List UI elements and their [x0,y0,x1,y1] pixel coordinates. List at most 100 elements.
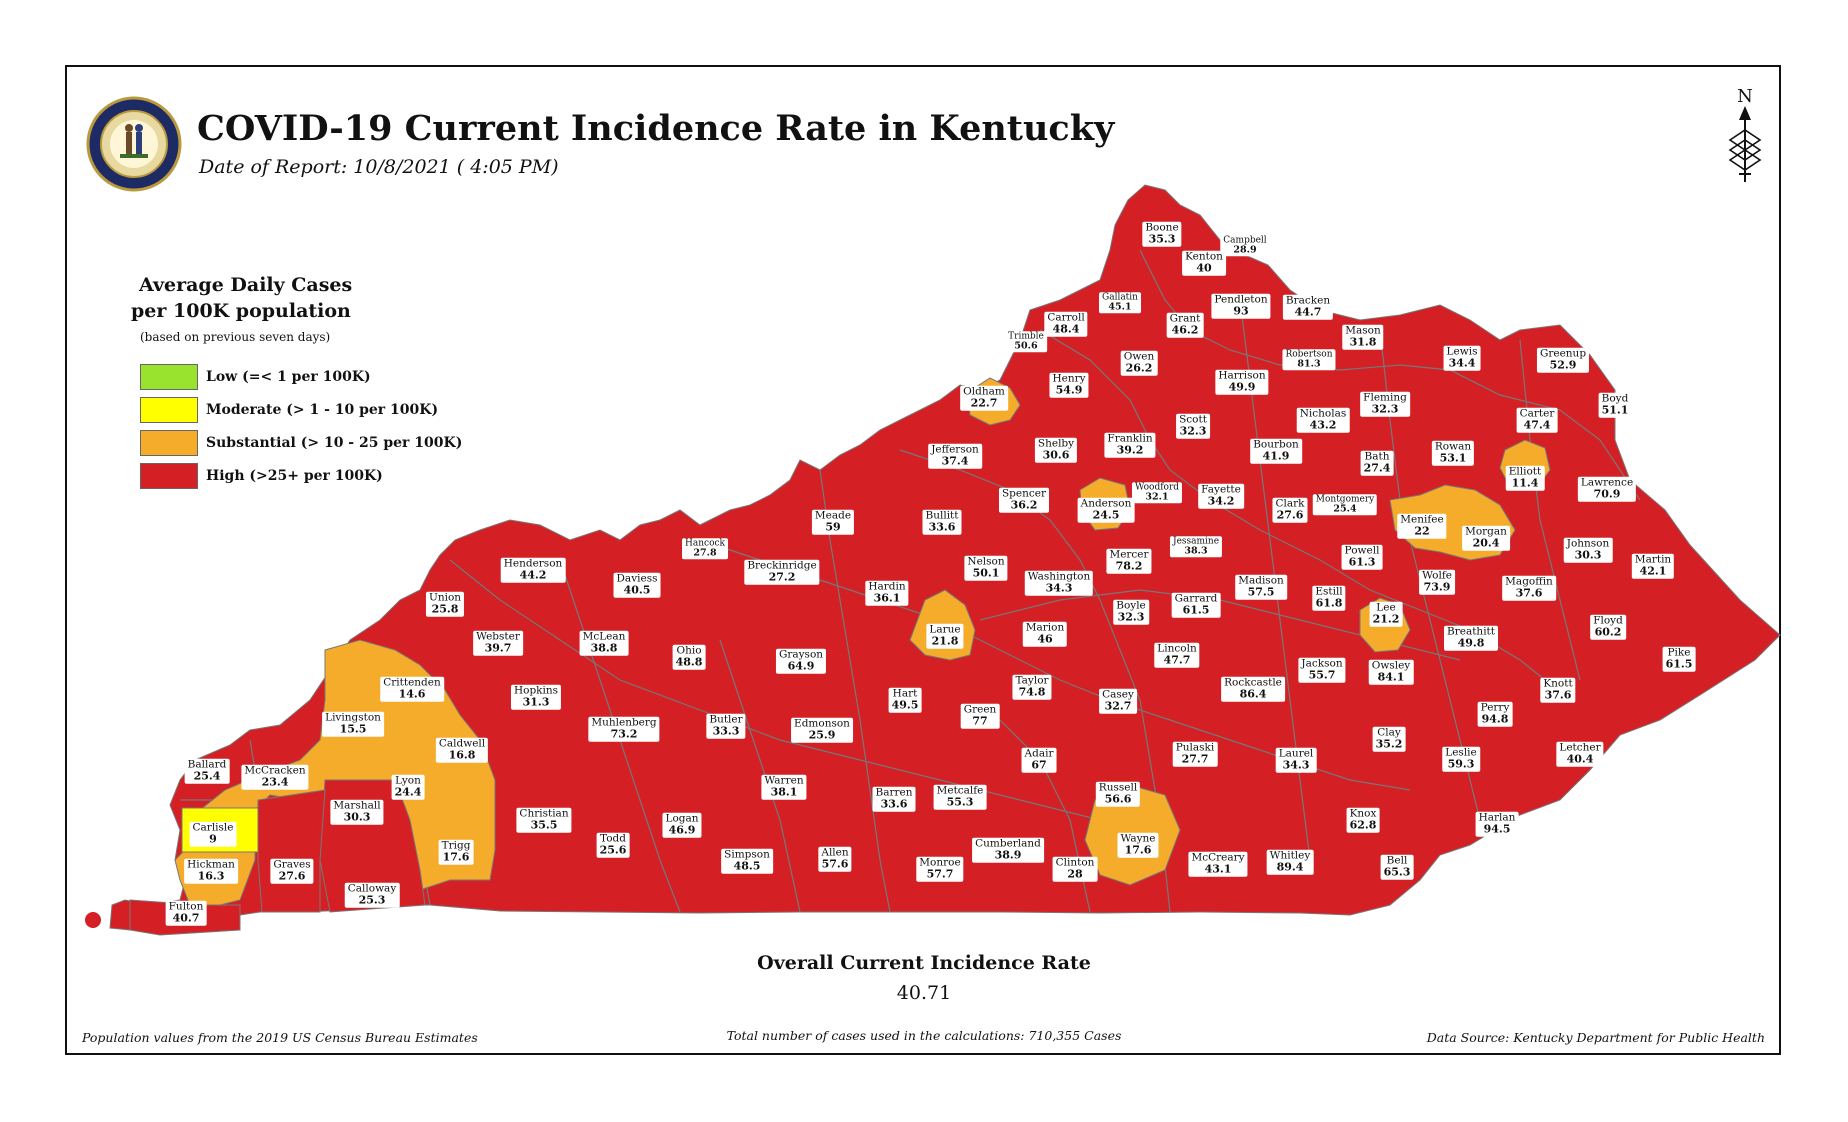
county-name: Gallatin [1102,292,1138,303]
county-label-fayette: Fayette 34.2 [1198,483,1244,509]
county-rate: 38.3 [1184,545,1208,557]
county-label-knox: Knox 62.8 [1346,807,1380,833]
county-rate: 93 [1233,304,1249,318]
county-rate: 35.3 [1148,232,1176,246]
county-name: Russell [1098,781,1138,794]
county-name: Spencer [1001,487,1047,500]
county-rate: 23.4 [261,775,289,789]
county-name: Webster [476,630,520,643]
county-name: Hardin [868,580,906,593]
legend-label: Substantial (> 10 - 25 per 100K) [206,435,463,451]
county-rate: 30.6 [1042,448,1070,462]
county-rate: 67 [1031,758,1047,772]
county-rate: 55.7 [1308,668,1336,682]
county-name: Nicholas [1299,407,1347,420]
county-label-jessamine: Jessamine 38.3 [1169,536,1223,558]
legend-item-low: Low (=< 1 per 100K) [140,364,371,390]
county-rate: 48.5 [733,859,761,873]
county-label-muhlenberg: Muhlenberg 73.2 [588,716,660,742]
county-label-mclean: McLean 38.8 [579,630,629,656]
county-label-hopkins: Hopkins 31.3 [510,684,562,710]
county-name: Grant [1169,312,1201,325]
county-name: Metcalfe [936,784,984,797]
legend-note: (based on previous seven days) [140,330,331,344]
county-rate: 17.6 [1124,843,1152,857]
county-rate: 33.6 [928,520,956,534]
county-rate: 53.1 [1439,451,1467,465]
county-label-nelson: Nelson 50.1 [964,555,1008,581]
county-name: Hart [892,687,918,700]
county-rate: 47.4 [1523,418,1551,432]
county-name: Hickman [187,858,235,871]
county-name: Magoffin [1505,575,1553,588]
county-rate: 32.3 [1117,610,1145,624]
county-label-casey: Casey 32.7 [1099,688,1137,714]
county-name: Laurel [1278,747,1314,760]
county-label-bracken: Bracken 44.7 [1282,294,1334,320]
county-name: Cumberland [975,837,1041,850]
county-name: Boyle [1116,599,1146,612]
county-rate: 73.2 [610,727,638,741]
county-name: Carter [1519,407,1555,420]
county-rate: 25.4 [193,769,221,783]
county-name: Caldwell [438,737,486,750]
county-rate: 45.1 [1108,301,1132,313]
county-label-taylor: Taylor 74.8 [1012,674,1052,700]
county-rate: 32.7 [1104,699,1132,713]
county-label-mercer: Mercer 78.2 [1106,548,1152,574]
county-label-breckinridge: Breckinridge 27.2 [744,559,820,585]
county-name: Leslie [1445,746,1477,759]
county-name: Woodford [1134,482,1180,493]
county-name: Jefferson [931,443,979,456]
county-rate: 89.4 [1276,860,1304,874]
county-name: Perry [1480,701,1510,714]
county-label-larue: Larue 21.8 [926,623,964,649]
county-name: Madison [1238,574,1284,587]
county-rate: 61.8 [1315,596,1343,610]
county-label-ohio: Ohio 48.8 [672,644,706,670]
county-rate: 20.4 [1472,536,1500,550]
county-rate: 57.6 [821,857,849,871]
county-name: Rowan [1434,440,1472,453]
county-rate: 35.5 [530,818,558,832]
county-label-simpson: Simpson 48.5 [721,848,773,874]
county-rate: 24.5 [1092,508,1120,522]
county-label-robertson: Robertson 81.3 [1282,349,1336,371]
legend-item-high: High (>25+ per 100K) [140,463,383,489]
county-name: Whitley [1269,849,1311,862]
county-name: Lincoln [1157,642,1197,655]
county-rate: 59 [825,520,841,534]
county-name: Bourbon [1253,438,1299,451]
county-rate: 40 [1196,261,1212,275]
county-name: Crittenden [383,676,441,689]
county-rate: 37.4 [941,454,969,468]
county-rate: 27.8 [693,547,717,559]
county-name: Livingston [325,711,381,724]
county-label-jefferson: Jefferson 37.4 [928,443,982,469]
county-label-menifee: Menifee 22 [1397,513,1447,539]
county-rate: 16.3 [197,869,225,883]
report-date: Date of Report: 10/8/2021 ( 4:05 PM) [199,156,559,178]
county-label-boyle: Boyle 32.3 [1113,599,1149,625]
county-rate: 17.6 [442,850,470,864]
county-label-todd: Todd 25.6 [596,832,630,858]
county-rate: 27.2 [768,570,796,584]
county-label-campbell: Campbell 28.9 [1220,235,1270,257]
county-rate: 27.6 [278,869,306,883]
county-name: Harlan [1478,811,1516,824]
county-name: Clay [1377,726,1401,739]
county-name: Jessamine [1172,536,1220,547]
county-rate: 33.3 [712,724,740,738]
county-name: Boyd [1601,392,1629,405]
county-name: Bell [1386,854,1408,867]
county-label-clay: Clay 35.2 [1372,726,1406,752]
county-rate: 38.8 [590,641,618,655]
county-rate: 70.9 [1593,487,1621,501]
county-rate: 59.3 [1447,757,1475,771]
county-name: Union [428,591,462,604]
county-label-livingston: Livingston 15.5 [322,711,384,737]
county-label-christian: Christian 35.5 [516,807,572,833]
county-name: Kenton [1185,250,1223,263]
county-name: Henderson [503,557,563,570]
county-label-warren: Warren 38.1 [761,774,807,800]
